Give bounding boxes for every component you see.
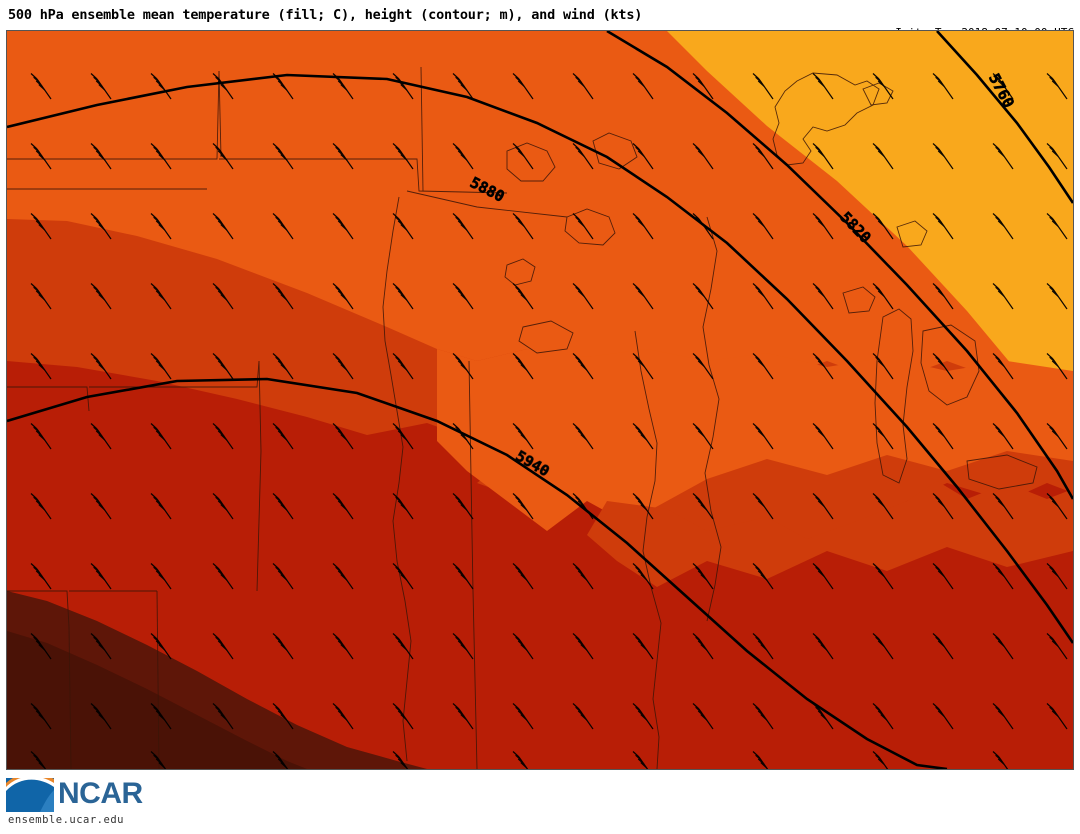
ncar-swoosh-icon bbox=[6, 778, 54, 812]
contour-5760 bbox=[936, 31, 1073, 204]
geography-boundaries bbox=[7, 66, 1038, 769]
contour-5940 bbox=[7, 377, 948, 769]
fill-region-minus14 bbox=[667, 31, 1073, 441]
map-canvas[interactable]: 5760 5820 5880 5940 bbox=[6, 30, 1074, 770]
ncar-logo-mark bbox=[6, 778, 54, 812]
fill-region-minus5 bbox=[7, 361, 1073, 769]
ncar-url: ensemble.ucar.edu bbox=[8, 814, 124, 826]
contour-5880 bbox=[7, 73, 1073, 644]
fill-region-darkest-core bbox=[7, 631, 307, 769]
footer-bar: NCAR ensemble.ucar.edu −41−39−37−35−33−3… bbox=[0, 772, 1080, 834]
header-bar: 500 hPa ensemble mean temperature (fill;… bbox=[0, 0, 1080, 76]
contour-5820 bbox=[606, 31, 1073, 500]
fill-region-orange-patches bbox=[587, 481, 1073, 587]
fill-region-orange-tongue bbox=[437, 349, 1073, 531]
page-title: 500 hPa ensemble mean temperature (fill;… bbox=[8, 7, 643, 23]
ncar-logo[interactable]: NCAR ensemble.ucar.edu bbox=[6, 777, 166, 828]
height-contours bbox=[7, 31, 1073, 769]
ncar-logo-text: NCAR bbox=[58, 777, 143, 810]
